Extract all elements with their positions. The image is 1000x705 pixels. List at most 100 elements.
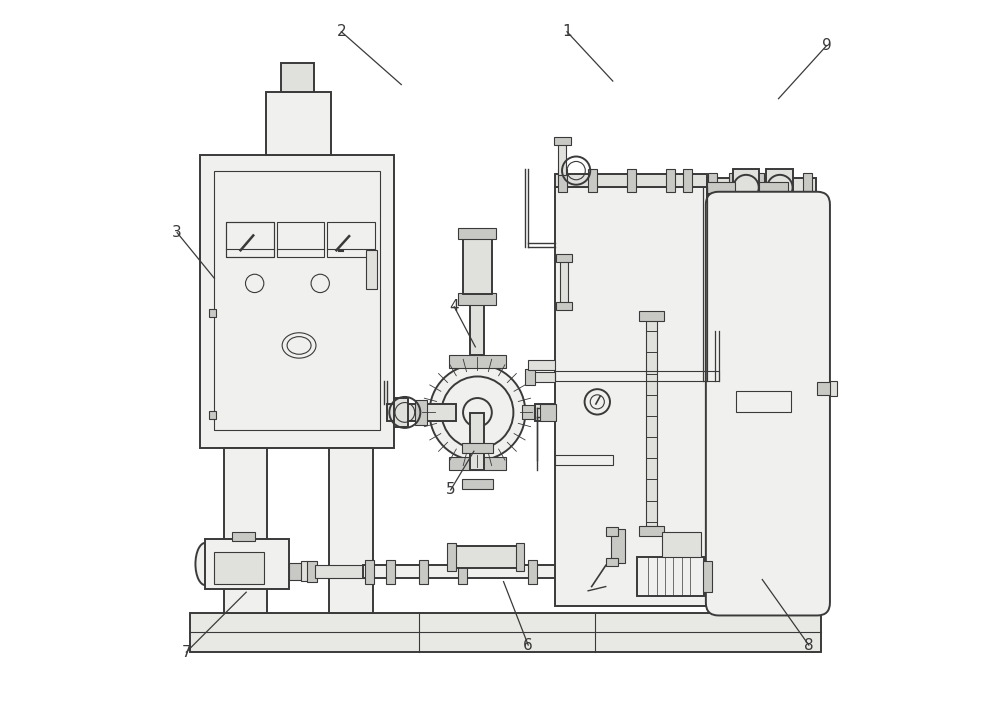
Bar	[415, 400, 427, 425]
Text: 6: 6	[523, 637, 533, 653]
Bar	[451, 546, 518, 568]
Bar	[281, 63, 314, 92]
Bar	[449, 355, 506, 368]
FancyBboxPatch shape	[706, 192, 830, 615]
Bar	[555, 455, 613, 465]
Bar	[555, 174, 707, 187]
Bar	[525, 369, 535, 385]
Bar	[558, 143, 566, 175]
Bar	[516, 543, 524, 571]
Ellipse shape	[195, 543, 215, 585]
Bar	[781, 173, 790, 202]
Bar	[639, 526, 664, 536]
Bar	[554, 137, 570, 145]
Bar	[606, 527, 618, 536]
Bar	[733, 169, 759, 206]
Bar	[447, 543, 456, 571]
Bar	[462, 479, 493, 489]
Bar	[729, 173, 738, 202]
Bar	[205, 539, 289, 589]
Text: 4: 4	[449, 299, 459, 314]
Bar	[277, 222, 324, 257]
Bar	[528, 372, 555, 382]
Bar	[462, 557, 493, 567]
Bar	[329, 448, 373, 613]
Bar	[224, 448, 267, 613]
Bar	[232, 532, 255, 541]
Bar	[817, 382, 831, 395]
Bar	[470, 413, 484, 470]
Bar	[214, 171, 380, 430]
Bar	[666, 169, 675, 192]
Bar	[703, 561, 712, 592]
Bar	[555, 187, 707, 606]
Bar	[458, 228, 496, 239]
Bar	[755, 173, 764, 202]
Bar	[386, 560, 395, 584]
Bar	[830, 381, 837, 396]
Bar	[766, 169, 793, 206]
Bar	[556, 254, 572, 262]
Bar	[578, 398, 591, 427]
Bar	[747, 560, 756, 584]
Bar	[458, 293, 496, 305]
Bar	[363, 565, 754, 578]
Bar	[708, 173, 717, 202]
Bar	[556, 302, 572, 310]
Bar	[214, 552, 264, 584]
Bar	[200, 155, 394, 448]
Bar	[613, 560, 622, 584]
Bar	[588, 169, 597, 192]
Bar	[458, 560, 467, 584]
Bar	[627, 169, 636, 192]
Bar	[606, 558, 618, 566]
Bar	[528, 360, 555, 370]
Bar	[462, 443, 493, 453]
Bar	[736, 391, 791, 412]
Bar	[327, 222, 375, 257]
Bar	[560, 261, 568, 307]
Bar	[540, 404, 556, 421]
Bar	[581, 560, 590, 584]
Bar	[301, 561, 308, 581]
Bar	[419, 560, 428, 584]
Bar	[637, 557, 704, 596]
Bar	[555, 371, 719, 381]
Bar	[266, 92, 331, 155]
Bar	[315, 565, 365, 578]
Text: 2: 2	[337, 24, 346, 39]
Bar	[307, 561, 317, 582]
Bar	[190, 613, 821, 652]
Bar	[209, 411, 216, 419]
Bar	[365, 560, 374, 584]
Bar	[683, 169, 692, 192]
Bar	[646, 314, 657, 532]
Bar	[449, 457, 506, 470]
Text: 8: 8	[804, 637, 814, 653]
Bar	[522, 405, 535, 419]
Bar	[558, 169, 567, 192]
Bar	[680, 560, 689, 584]
Bar	[387, 404, 456, 421]
Circle shape	[430, 364, 525, 460]
Bar	[420, 405, 433, 419]
Bar	[759, 182, 788, 193]
Bar	[803, 173, 812, 202]
Bar	[611, 529, 625, 563]
Bar	[528, 560, 537, 584]
Bar	[662, 532, 701, 557]
Bar	[639, 311, 664, 321]
Bar	[568, 400, 579, 425]
Text: 5: 5	[446, 482, 455, 498]
Bar	[470, 302, 484, 355]
Bar	[394, 398, 408, 427]
Bar	[209, 309, 216, 317]
Bar	[288, 563, 303, 580]
Bar	[366, 250, 377, 289]
Bar	[226, 222, 274, 257]
Bar	[226, 222, 274, 257]
Text: 7: 7	[181, 644, 191, 660]
Text: 1: 1	[562, 24, 572, 39]
Text: 3: 3	[172, 225, 182, 240]
Text: 9: 9	[822, 38, 831, 54]
